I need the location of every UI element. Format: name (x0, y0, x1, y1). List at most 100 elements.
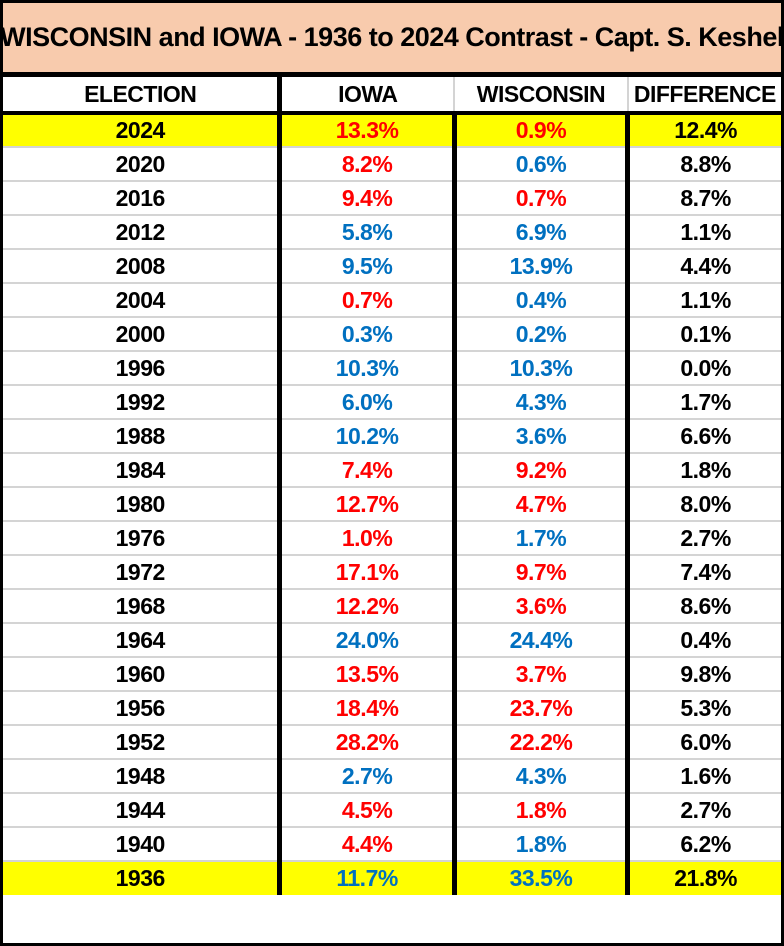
difference-cell: 1.8% (625, 452, 781, 487)
iowa-margin-cell: 7.4% (277, 452, 455, 487)
election-year-cell: 1980 (3, 486, 280, 521)
iowa-margin-cell: 10.3% (277, 350, 455, 385)
table-row: 1948 2.7% 4.3% 1.6% (3, 758, 781, 793)
header-row: ELECTION IOWA WISCONSIN DIFFERENCE (3, 77, 781, 115)
difference-cell: 12.4% (625, 112, 781, 147)
table-row: 1936 11.7% 33.5% 21.8% (3, 860, 781, 895)
table-row: 2024 13.3% 0.9% 12.4% (3, 112, 781, 147)
election-year-cell: 1960 (3, 656, 280, 691)
table-row: 2004 0.7% 0.4% 1.1% (3, 282, 781, 317)
table-row: 1944 4.5% 1.8% 2.7% (3, 792, 781, 827)
table-row: 1996 10.3% 10.3% 0.0% (3, 350, 781, 385)
iowa-margin-cell: 5.8% (277, 214, 455, 249)
iowa-margin-cell: 9.5% (277, 248, 455, 283)
iowa-margin-cell: 6.0% (277, 384, 455, 419)
table-row: 2008 9.5% 13.9% 4.4% (3, 248, 781, 283)
wisconsin-margin-cell: 1.7% (451, 520, 628, 555)
table-row: 1972 17.1% 9.7% 7.4% (3, 554, 781, 589)
wisconsin-margin-cell: 24.4% (451, 622, 628, 657)
title-banner: WISCONSIN and IOWA - 1936 to 2024 Contra… (3, 3, 781, 77)
wisconsin-margin-cell: 23.7% (451, 690, 628, 725)
table-row: 1940 4.4% 1.8% 6.2% (3, 826, 781, 861)
difference-cell: 8.7% (625, 180, 781, 215)
election-year-cell: 2012 (3, 214, 280, 249)
wisconsin-margin-cell: 33.5% (451, 860, 628, 895)
iowa-margin-cell: 11.7% (277, 860, 455, 895)
column-header-iowa: IOWA (277, 77, 455, 115)
election-year-cell: 1988 (3, 418, 280, 453)
iowa-margin-cell: 10.2% (277, 418, 455, 453)
election-year-cell: 1948 (3, 758, 280, 793)
iowa-margin-cell: 28.2% (277, 724, 455, 759)
iowa-margin-cell: 0.3% (277, 316, 455, 351)
wisconsin-margin-cell: 4.3% (451, 758, 628, 793)
table-body: 2024 13.3% 0.9% 12.4% 2020 8.2% 0.6% 8.8… (3, 112, 781, 895)
election-year-cell: 2008 (3, 248, 280, 283)
wisconsin-margin-cell: 6.9% (451, 214, 628, 249)
wisconsin-margin-cell: 4.3% (451, 384, 628, 419)
election-year-cell: 1992 (3, 384, 280, 419)
page-title: WISCONSIN and IOWA - 1936 to 2024 Contra… (0, 22, 784, 52)
election-year-cell: 2020 (3, 146, 280, 181)
difference-cell: 1.6% (625, 758, 781, 793)
column-header-wisconsin: WISCONSIN (453, 77, 628, 115)
iowa-margin-cell: 8.2% (277, 146, 455, 181)
election-year-cell: 1968 (3, 588, 280, 623)
iowa-margin-cell: 2.7% (277, 758, 455, 793)
difference-cell: 5.3% (625, 690, 781, 725)
iowa-margin-cell: 4.5% (277, 792, 455, 827)
iowa-margin-cell: 1.0% (277, 520, 455, 555)
election-year-cell: 2000 (3, 316, 280, 351)
difference-cell: 1.1% (625, 214, 781, 249)
wisconsin-margin-cell: 0.9% (451, 112, 628, 147)
difference-cell: 7.4% (625, 554, 781, 589)
difference-cell: 6.2% (625, 826, 781, 861)
wisconsin-margin-cell: 10.3% (451, 350, 628, 385)
wisconsin-margin-cell: 1.8% (451, 826, 628, 861)
election-year-cell: 2004 (3, 282, 280, 317)
iowa-margin-cell: 9.4% (277, 180, 455, 215)
wisconsin-margin-cell: 3.7% (451, 656, 628, 691)
table-row: 1976 1.0% 1.7% 2.7% (3, 520, 781, 555)
wisconsin-margin-cell: 9.2% (451, 452, 628, 487)
difference-cell: 6.0% (625, 724, 781, 759)
column-header-election: ELECTION (3, 77, 280, 115)
wisconsin-margin-cell: 0.7% (451, 180, 628, 215)
difference-cell: 0.0% (625, 350, 781, 385)
table-row: 1952 28.2% 22.2% 6.0% (3, 724, 781, 759)
table-row: 2000 0.3% 0.2% 0.1% (3, 316, 781, 351)
wisconsin-margin-cell: 0.6% (451, 146, 628, 181)
election-year-cell: 1996 (3, 350, 280, 385)
table-row: 1964 24.0% 24.4% 0.4% (3, 622, 781, 657)
election-year-cell: 1972 (3, 554, 280, 589)
iowa-margin-cell: 12.2% (277, 588, 455, 623)
table-row: 1980 12.7% 4.7% 8.0% (3, 486, 781, 521)
wisconsin-margin-cell: 0.2% (451, 316, 628, 351)
difference-cell: 2.7% (625, 792, 781, 827)
wisconsin-margin-cell: 9.7% (451, 554, 628, 589)
iowa-margin-cell: 18.4% (277, 690, 455, 725)
iowa-margin-cell: 12.7% (277, 486, 455, 521)
iowa-margin-cell: 13.3% (277, 112, 455, 147)
iowa-margin-cell: 0.7% (277, 282, 455, 317)
election-year-cell: 1984 (3, 452, 280, 487)
difference-cell: 4.4% (625, 248, 781, 283)
table-row: 2012 5.8% 6.9% 1.1% (3, 214, 781, 249)
wisconsin-margin-cell: 4.7% (451, 486, 628, 521)
difference-cell: 2.7% (625, 520, 781, 555)
election-year-cell: 1940 (3, 826, 280, 861)
table-row: 1956 18.4% 23.7% 5.3% (3, 690, 781, 725)
wisconsin-margin-cell: 3.6% (451, 418, 628, 453)
difference-cell: 0.1% (625, 316, 781, 351)
wisconsin-margin-cell: 3.6% (451, 588, 628, 623)
table-row: 2020 8.2% 0.6% 8.8% (3, 146, 781, 181)
election-year-cell: 2016 (3, 180, 280, 215)
margins-table: ELECTION IOWA WISCONSIN DIFFERENCE 2024 … (3, 77, 781, 895)
election-year-cell: 2024 (3, 112, 280, 147)
election-year-cell: 1956 (3, 690, 280, 725)
table-row: 1988 10.2% 3.6% 6.6% (3, 418, 781, 453)
wisconsin-margin-cell: 1.8% (451, 792, 628, 827)
difference-cell: 8.8% (625, 146, 781, 181)
difference-cell: 21.8% (625, 860, 781, 895)
